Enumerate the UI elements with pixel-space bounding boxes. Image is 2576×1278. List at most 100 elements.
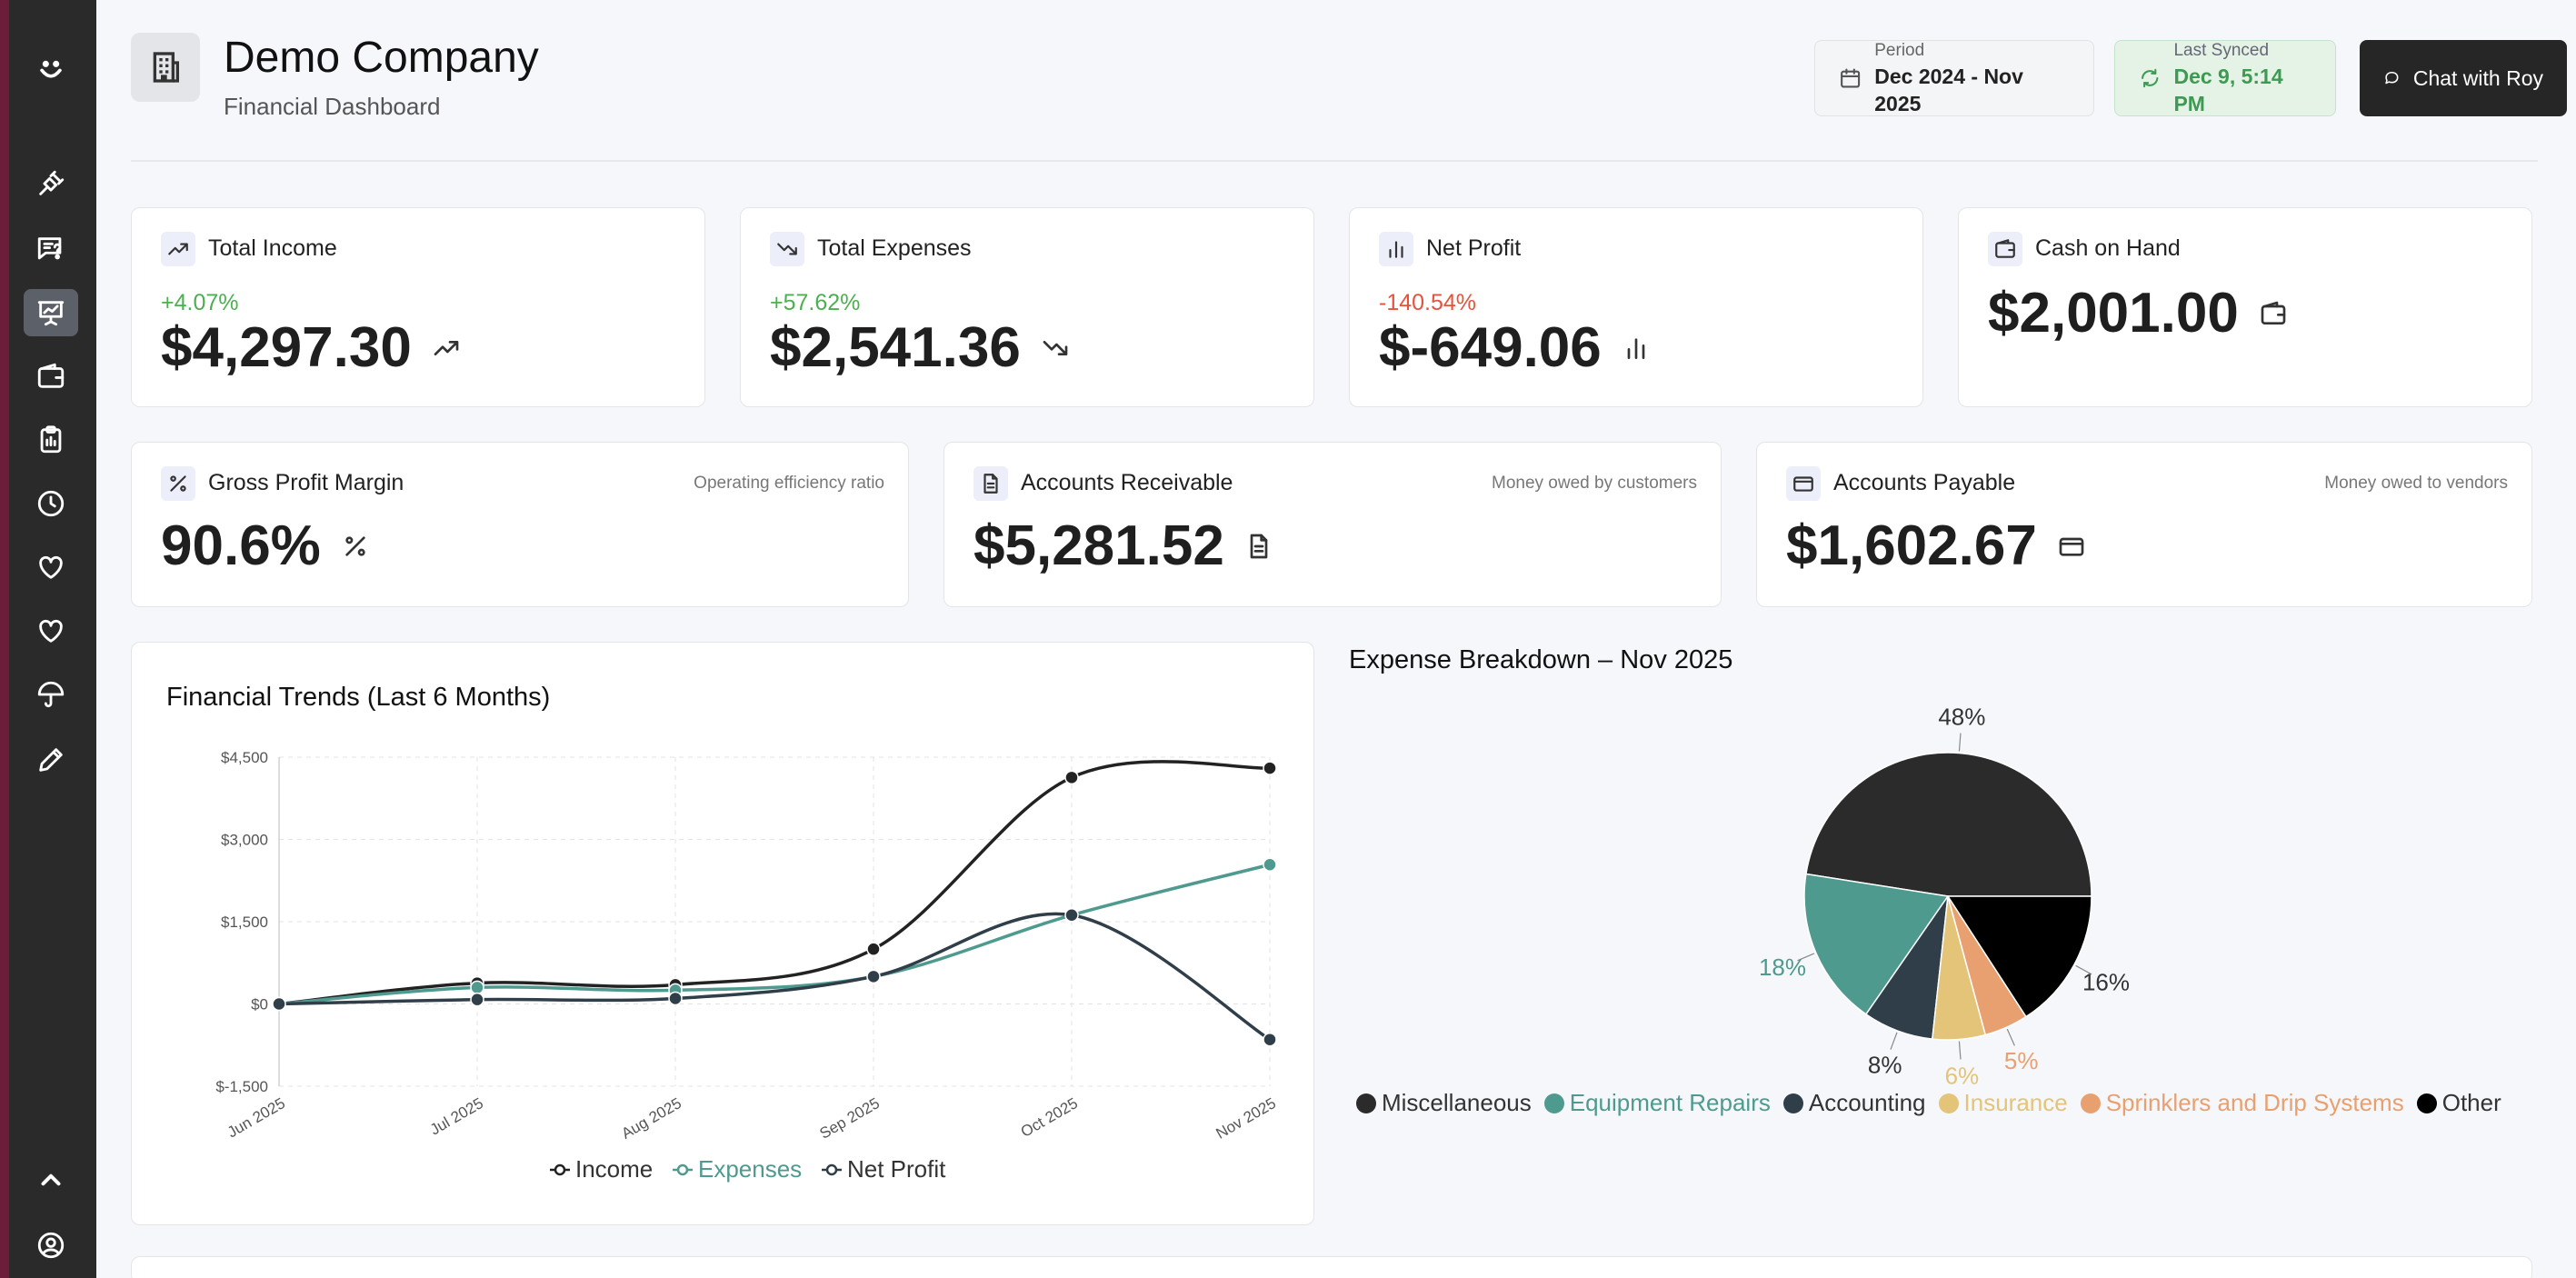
accent-strip	[0, 0, 9, 1278]
data-point-expenses[interactable]	[470, 980, 484, 995]
legend-swatch	[1782, 1093, 1803, 1113]
umbrella-icon[interactable]	[24, 671, 78, 718]
pie-slice-equipment-repairs[interactable]	[1803, 873, 1950, 1015]
data-point-expenses[interactable]	[1263, 857, 1277, 873]
sidebar	[9, 0, 96, 1278]
legend-label: Income	[575, 1155, 653, 1183]
legend-item-equipment-repairs[interactable]: Equipment Repairs	[1543, 1089, 1771, 1117]
legend-label: Accounting	[1808, 1089, 1926, 1116]
legend-item-accounting[interactable]: Accounting	[1782, 1089, 1926, 1117]
chat-question-icon[interactable]	[24, 225, 78, 273]
legend-swatch	[2416, 1093, 2437, 1113]
metric-card-gross-profit-margin: Gross Profit Margin Operating efficiency…	[131, 442, 909, 607]
data-point-net-profit[interactable]	[668, 991, 683, 1006]
user-circle-icon[interactable]	[24, 1222, 78, 1269]
page-header: Demo Company Financial Dashboard Period …	[131, 33, 2567, 124]
period-selector[interactable]: Period Dec 2024 - Nov 2025	[1814, 40, 2094, 116]
metric-hint: Money owed to vendors	[2324, 474, 2508, 493]
metric-title: Accounts Receivable	[1021, 470, 1233, 495]
expense-breakdown-chart: 48% 18% 8% 6% 5% 16%	[1759, 704, 2130, 1090]
metric-card-accounts-receivable: Accounts Receivable Money owed by custom…	[944, 442, 1722, 607]
legend-swatch	[1938, 1093, 1959, 1113]
data-point-income[interactable]	[1064, 770, 1079, 785]
sync-value: Dec 9, 5:14 PM	[2173, 65, 2283, 115]
pie-label-equipment-repairs: 18%	[1759, 954, 1806, 981]
pie-label-other: 16%	[2082, 969, 2130, 996]
pie-label-leader	[2075, 964, 2092, 975]
document-icon	[973, 466, 1008, 501]
heart-icon[interactable]	[24, 544, 78, 591]
percent-icon	[161, 466, 195, 501]
trending-up-icon	[434, 340, 459, 355]
metric-card-accounts-payable: Accounts Payable Money owed to vendors $…	[1756, 442, 2532, 607]
metric-value: 90.6%	[161, 514, 370, 578]
legend-label: Miscellaneous	[1382, 1089, 1532, 1116]
legend-item-miscellaneous[interactable]: Miscellaneous	[1356, 1089, 1532, 1117]
metric-value-text: $1,602.67	[1786, 514, 2037, 577]
legend-item-expenses[interactable]: Expenses	[673, 1155, 802, 1183]
clipboard-icon[interactable]	[24, 416, 78, 464]
metric-title: Accounts Payable	[1833, 470, 2016, 495]
pie-label-leader	[1958, 1041, 1962, 1060]
bar-chart-icon	[1379, 232, 1413, 266]
building-icon	[131, 33, 200, 102]
data-point-income[interactable]	[1263, 761, 1277, 775]
data-point-income[interactable]	[866, 942, 881, 956]
pie-label-sprinklers-and-drip-systems: 5%	[2004, 1047, 2039, 1074]
next-section-card	[131, 1256, 2532, 1278]
pie-label-insurance: 6%	[1945, 1062, 1980, 1089]
heart-icon[interactable]	[24, 607, 78, 654]
data-point-net-profit[interactable]	[470, 992, 484, 1007]
presentation-chart-icon[interactable]	[24, 289, 78, 336]
smile-logo-icon[interactable]	[24, 45, 78, 93]
legend-item-other[interactable]: Other	[2416, 1089, 2501, 1117]
kpi-title: Total Expenses	[817, 235, 972, 261]
kpi-title: Cash on Hand	[2035, 235, 2181, 261]
legend-item-income[interactable]: Income	[550, 1155, 653, 1183]
pie-slice-miscellaneous[interactable]	[1805, 752, 2092, 897]
metric-value: $5,281.52	[973, 514, 1273, 578]
kpi-value-text: $2,001.00	[1988, 282, 2239, 344]
wallet-icon[interactable]	[24, 353, 78, 400]
data-point-net-profit[interactable]	[1263, 1032, 1277, 1047]
legend-label: Other	[2441, 1089, 2501, 1116]
kpi-change: +57.62%	[770, 290, 861, 315]
metric-value-text: 90.6%	[161, 514, 321, 577]
kpi-value: $2,001.00	[1988, 281, 2288, 345]
y-tick-label: $0	[251, 996, 268, 1013]
x-tick-label: Nov 2025	[1213, 1094, 1279, 1143]
metric-value-text: $5,281.52	[973, 514, 1224, 577]
y-tick-label: $-1,500	[215, 1078, 268, 1095]
plug-icon[interactable]	[24, 160, 78, 207]
data-point-net-profit[interactable]	[1064, 908, 1079, 923]
legend-swatch	[2080, 1093, 2101, 1113]
metric-hint: Money owed by customers	[1492, 474, 1697, 493]
pie-legend: Miscellaneous Equipment Repairs Accounting…	[1356, 1089, 2514, 1117]
metric-value: $1,602.67	[1786, 514, 2086, 578]
legend-item-sprinklers-and-drip-systems[interactable]: Sprinklers and Drip Systems	[2080, 1089, 2404, 1117]
data-point-net-profit[interactable]	[272, 996, 286, 1012]
chevron-up-icon[interactable]	[24, 1156, 78, 1203]
kpi-title: Total Income	[208, 235, 337, 261]
data-point-net-profit[interactable]	[866, 969, 881, 984]
financial-trends-card: Financial Trends (Last 6 Months) $4,500 $…	[131, 642, 1314, 1225]
legend-item-net-profit[interactable]: Net Profit	[822, 1155, 946, 1183]
legend-label: Insurance	[1963, 1089, 2068, 1116]
sync-status[interactable]: Last Synced Dec 9, 5:14 PM	[2114, 40, 2336, 116]
x-tick-label: Jun 2025	[225, 1094, 288, 1141]
pie-slice-other[interactable]	[1946, 895, 2092, 1018]
pie-label-accounting: 8%	[1868, 1051, 1902, 1078]
legend-swatch	[1543, 1093, 1564, 1113]
wallet-icon	[2261, 301, 2286, 324]
pencil-icon[interactable]	[24, 736, 78, 784]
kpi-value: $-649.06	[1379, 315, 1651, 380]
period-label: Period	[1874, 41, 1925, 60]
chat-with-roy-button[interactable]: Chat with Roy	[2360, 40, 2567, 116]
legend-item-insurance[interactable]: Insurance	[1938, 1089, 2068, 1117]
pie-label-miscellaneous: 48%	[1938, 704, 1985, 731]
metric-title: Gross Profit Margin	[208, 470, 404, 495]
legend-label: Sprinklers and Drip Systems	[2105, 1089, 2404, 1116]
credit-card-icon	[2059, 537, 2084, 556]
clock-icon[interactable]	[24, 480, 78, 527]
